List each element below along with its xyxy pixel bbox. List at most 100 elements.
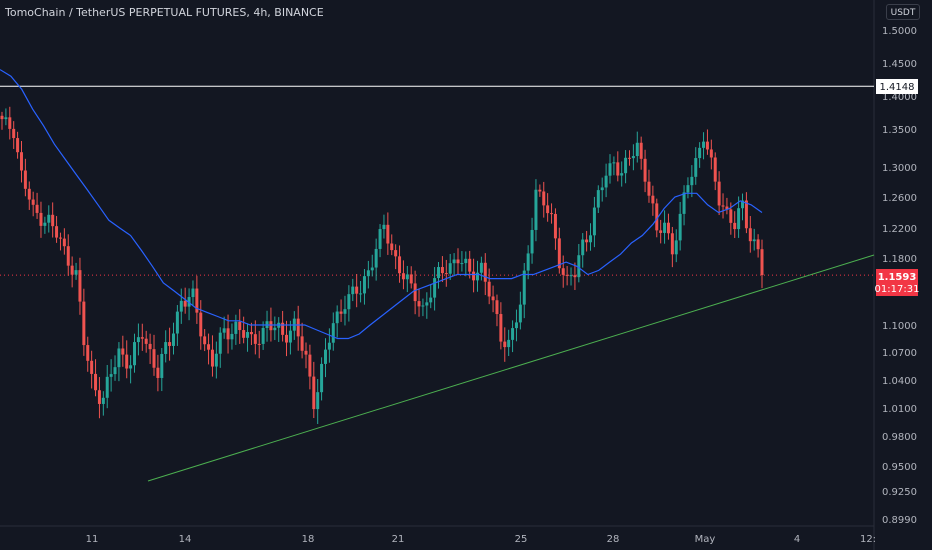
price-tick: 1.4000 xyxy=(882,92,917,103)
candle-body xyxy=(312,376,316,410)
candle-body xyxy=(101,397,105,404)
candle-body xyxy=(503,341,507,348)
candle-body xyxy=(433,278,437,298)
price-tick: 1.0700 xyxy=(882,348,917,359)
candle-body xyxy=(288,330,292,343)
candle-body xyxy=(4,117,8,120)
last-price-label: 1.1593 xyxy=(878,272,917,283)
candle-body xyxy=(257,343,261,345)
candle-body xyxy=(409,274,413,284)
candle-body xyxy=(577,255,581,278)
candle-body xyxy=(47,214,51,223)
candle-body xyxy=(218,332,222,354)
candle-body xyxy=(705,141,709,150)
candle-body xyxy=(581,239,585,256)
candle-body xyxy=(273,327,277,331)
candle-body xyxy=(468,258,472,272)
candle-body xyxy=(374,248,378,268)
horizontal-line-badge xyxy=(876,79,918,94)
candle-body xyxy=(156,367,160,378)
candle-body xyxy=(43,222,47,226)
candle-body xyxy=(530,229,534,254)
candle-body xyxy=(261,328,265,344)
candle-body xyxy=(565,274,569,276)
candle-body xyxy=(666,222,670,234)
candle-body xyxy=(425,302,429,306)
candle-body xyxy=(663,222,667,233)
candle-body xyxy=(183,300,187,307)
candle-body xyxy=(207,344,211,350)
candle-body xyxy=(631,156,635,159)
time-tick: 28 xyxy=(607,534,620,545)
price-tick: 1.1000 xyxy=(882,321,917,332)
trendline[interactable] xyxy=(147,254,875,482)
candle-body xyxy=(136,337,140,343)
candle-body xyxy=(452,259,456,264)
candle-body xyxy=(437,267,441,279)
candle-body xyxy=(460,263,464,265)
candle-body xyxy=(674,240,678,255)
candle-body xyxy=(187,297,191,307)
candle-body xyxy=(168,342,172,346)
candle-body xyxy=(191,288,195,298)
candle-body xyxy=(195,288,199,313)
candle-body xyxy=(624,157,628,174)
candle-body xyxy=(300,336,304,351)
candle-body xyxy=(90,360,94,374)
candle-body xyxy=(744,200,748,229)
candle-body xyxy=(698,147,702,159)
candle-body xyxy=(133,342,137,366)
moving-average xyxy=(0,69,763,340)
drawing-lines xyxy=(0,85,875,482)
time-tick: 11 xyxy=(86,534,99,545)
candle-body xyxy=(55,226,59,238)
candle-body xyxy=(347,294,351,310)
candle-body xyxy=(214,353,218,367)
candle-body xyxy=(538,189,542,192)
candle-body xyxy=(320,363,324,393)
candle-body xyxy=(748,228,752,242)
candle-body xyxy=(152,349,156,368)
candle-body xyxy=(222,328,226,333)
candle-body xyxy=(12,128,16,139)
price-labels: 1.4148 1.1593 01:17:31 xyxy=(875,79,919,296)
price-tick: 0.9250 xyxy=(882,487,917,498)
candle-body xyxy=(487,281,491,297)
candle-body xyxy=(456,259,460,264)
price-tick: 1.1800 xyxy=(882,254,917,265)
candle-body xyxy=(74,270,78,275)
candle-body xyxy=(327,342,331,350)
candle-body xyxy=(702,141,706,148)
candle-body xyxy=(690,176,694,186)
currency-button[interactable]: USDT xyxy=(886,4,920,20)
candle-body xyxy=(756,239,760,250)
price-tick: 1.3000 xyxy=(882,163,917,174)
candle-body xyxy=(592,207,596,236)
candle-body xyxy=(117,348,121,368)
candle-body xyxy=(210,349,214,367)
candle-body xyxy=(370,267,374,271)
candle-body xyxy=(362,276,366,294)
candle-body xyxy=(304,350,308,355)
price-tick: 1.0100 xyxy=(882,404,917,415)
candle-body xyxy=(737,208,741,230)
candle-body xyxy=(507,339,511,348)
candle-body xyxy=(429,297,433,303)
price-axis[interactable]: 1.5000 1.4500 1.4000 1.3500 1.3000 1.2600 1.22… xyxy=(882,26,917,526)
candle-body xyxy=(16,138,20,153)
candle-body xyxy=(199,312,203,337)
candle-body xyxy=(448,263,452,274)
candle-body xyxy=(413,283,417,302)
candle-body xyxy=(359,293,363,295)
candle-body xyxy=(246,332,250,338)
candle-body xyxy=(51,214,55,227)
time-axis[interactable]: 11 14 18 21 25 28 May 4 12: xyxy=(86,534,876,545)
candle-body xyxy=(109,374,113,377)
candle-body xyxy=(179,300,183,312)
candle-body xyxy=(682,192,686,214)
candle-body xyxy=(511,328,515,340)
candle-body xyxy=(526,253,530,271)
candle-body xyxy=(238,321,242,331)
